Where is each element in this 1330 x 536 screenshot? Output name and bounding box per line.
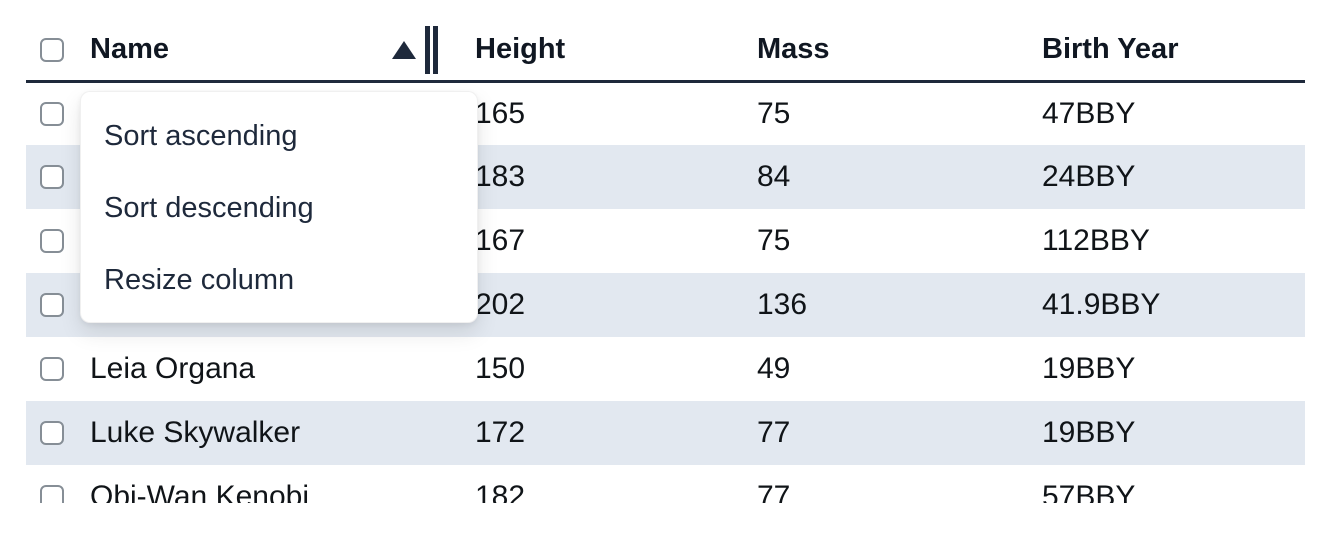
checkbox-cell — [26, 465, 76, 503]
select-all-cell — [26, 20, 76, 83]
table-row: Obi-Wan Kenobi 182 77 57BBY — [26, 465, 1305, 503]
cell-mass: 77 — [757, 480, 791, 503]
cell-birth-year: 47BBY — [1042, 96, 1136, 130]
cell-birth-year: 112BBY — [1042, 224, 1150, 257]
table-row: Leia Organa 150 49 19BBY — [26, 337, 1305, 401]
column-label-name: Name — [90, 33, 169, 66]
column-menu: Sort ascending Sort descending Resize co… — [80, 91, 478, 323]
cell-name: Luke Skywalker — [90, 416, 301, 449]
cell-height: 172 — [475, 416, 526, 449]
characters-table: Name Height Mass Birth Year — [26, 20, 1305, 503]
row-checkbox[interactable] — [40, 229, 64, 253]
column-header-birth-year[interactable]: Birth Year — [1028, 20, 1305, 83]
cell-mass: 49 — [757, 352, 791, 385]
menu-item-sort-descending[interactable]: Sort descending — [104, 191, 314, 224]
cell-birth-year: 24BBY — [1042, 160, 1136, 193]
row-checkbox[interactable] — [40, 165, 64, 189]
column-header-mass[interactable]: Mass — [743, 20, 1028, 83]
resize-bar-icon — [433, 25, 438, 74]
row-checkbox[interactable] — [40, 421, 64, 445]
checkbox-cell — [26, 81, 76, 145]
row-checkbox[interactable] — [40, 293, 64, 317]
row-checkbox[interactable] — [40, 485, 64, 503]
cell-height: 165 — [475, 96, 526, 130]
row-checkbox[interactable] — [40, 357, 64, 381]
header-row: Name Height Mass Birth Year — [26, 20, 1305, 83]
column-label-height: Height — [475, 33, 566, 66]
row-checkbox[interactable] — [40, 101, 64, 126]
cell-birth-year: 19BBY — [1042, 416, 1136, 449]
cell-name: Leia Organa — [90, 352, 256, 385]
cell-height: 167 — [475, 224, 526, 257]
cell-height: 150 — [475, 352, 526, 385]
cell-mass: 75 — [757, 96, 791, 130]
cell-height: 182 — [475, 480, 526, 503]
menu-item-resize-column[interactable]: Resize column — [104, 263, 295, 296]
column-header-height[interactable]: Height — [461, 20, 743, 83]
select-all-checkbox[interactable] — [40, 37, 64, 62]
checkbox-cell — [26, 145, 76, 209]
cell-name: Obi-Wan Kenobi — [90, 480, 309, 503]
checkbox-cell — [26, 337, 76, 401]
table-row: 167 75 112BBY — [26, 209, 1305, 273]
column-label-birth-year: Birth Year — [1042, 33, 1179, 66]
column-resize-handle[interactable] — [425, 25, 438, 74]
table-header: Name Height Mass Birth Year — [26, 20, 1305, 83]
cell-birth-year: 41.9BBY — [1042, 288, 1161, 321]
cell-birth-year: 19BBY — [1042, 352, 1136, 385]
column-label-mass: Mass — [757, 33, 830, 66]
column-header-name[interactable]: Name — [76, 20, 461, 83]
cell-birth-year: 57BBY — [1042, 480, 1136, 503]
menu-item-sort-ascending[interactable]: Sort ascending — [104, 119, 298, 152]
cell-mass: 136 — [757, 288, 808, 321]
cell-height: 183 — [475, 160, 526, 193]
resize-bar-icon — [425, 25, 430, 74]
checkbox-cell — [26, 209, 76, 273]
cell-height: 202 — [475, 288, 526, 321]
data-table: Name Height Mass Birth Year — [26, 20, 1305, 503]
cell-mass: 75 — [757, 224, 791, 257]
table-row: Luke Skywalker 172 77 19BBY — [26, 401, 1305, 465]
checkbox-cell — [26, 401, 76, 465]
cell-mass: 77 — [757, 416, 791, 449]
table-row: 165 75 47BBY — [26, 81, 1305, 145]
checkbox-cell — [26, 273, 76, 337]
sort-ascending-icon — [392, 40, 416, 59]
cell-mass: 84 — [757, 160, 791, 193]
table-body: 165 75 47BBY 183 84 24BBY 167 75 112BBY — [26, 81, 1305, 503]
